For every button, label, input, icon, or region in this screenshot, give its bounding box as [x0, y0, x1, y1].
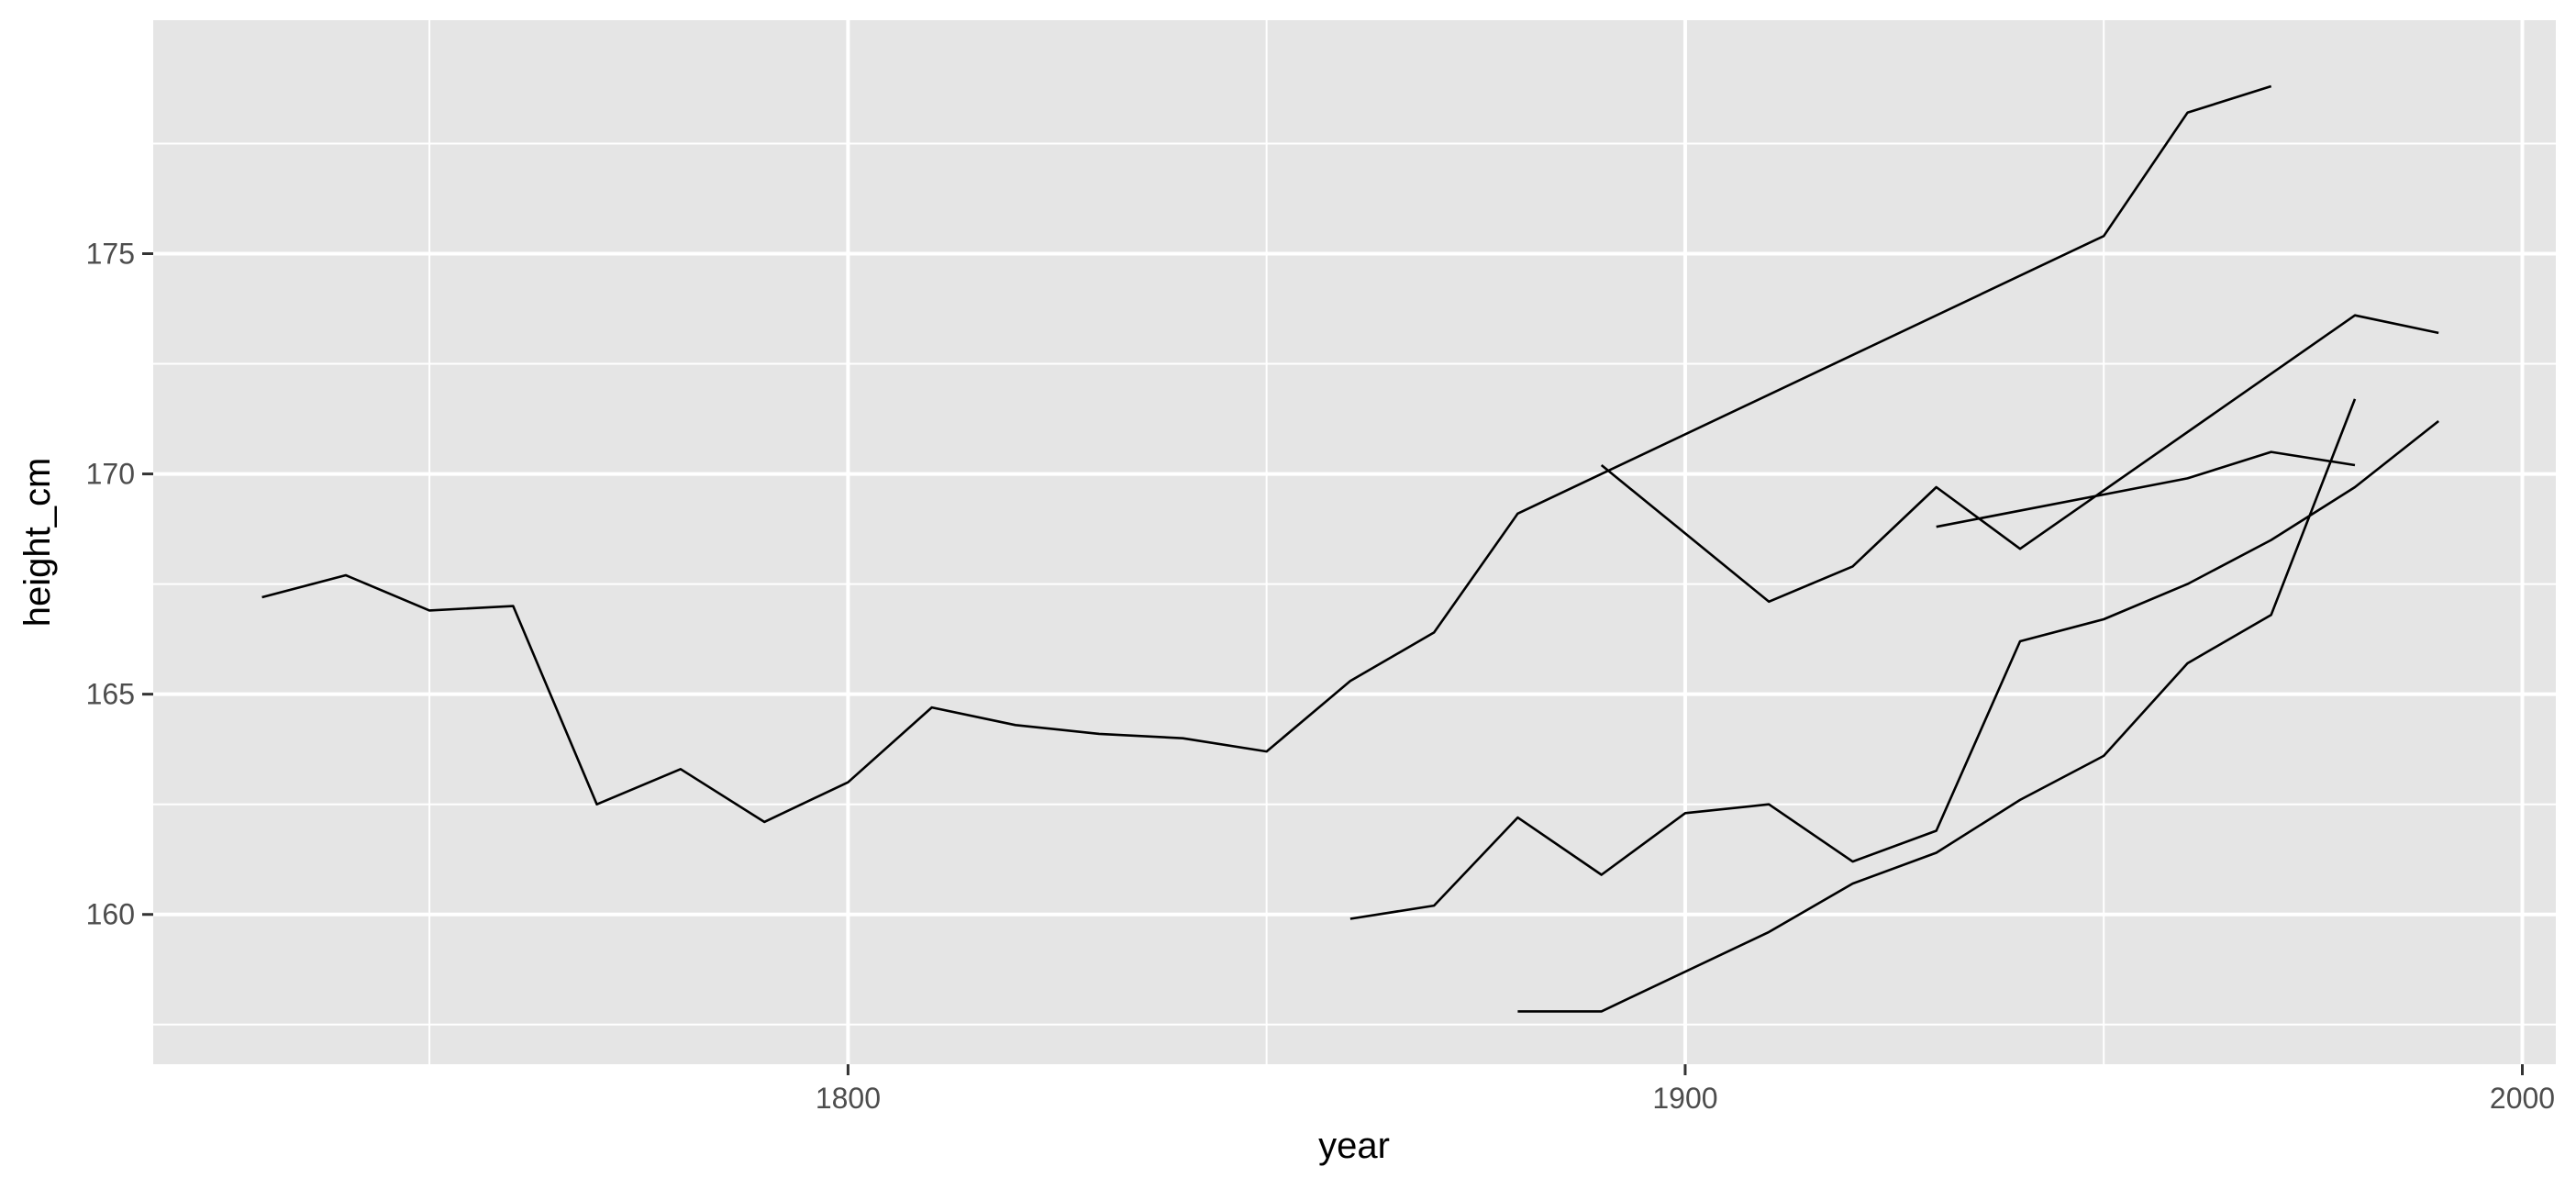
x-axis-title: year [1318, 1126, 1390, 1166]
major-gridlines [153, 20, 2556, 1064]
y-axis-title: height_cm [17, 458, 58, 628]
y-tick-label: 165 [86, 678, 135, 711]
y-tick-label: 160 [86, 898, 135, 931]
series-line-3 [1936, 450, 2356, 528]
axis-ticks [142, 251, 2524, 1075]
series-line-2 [1600, 314, 2439, 604]
series-lines [261, 84, 2440, 1013]
series-line-5 [1517, 398, 2357, 1013]
x-tick-label: 1800 [816, 1082, 881, 1115]
x-tick-label: 2000 [2490, 1082, 2555, 1115]
series-line-1 [261, 84, 2272, 824]
series-line-4 [1349, 419, 2440, 920]
y-tick-label: 170 [86, 458, 135, 491]
x-axis-tick-labels: 1800 1900 2000 [816, 1082, 2555, 1115]
plot-panel [153, 20, 2556, 1064]
minor-gridlines [153, 20, 2556, 1064]
y-axis-tick-labels: 160 165 170 175 [86, 237, 135, 930]
x-tick-label: 1900 [1652, 1082, 1717, 1115]
y-tick-label: 175 [86, 237, 135, 270]
